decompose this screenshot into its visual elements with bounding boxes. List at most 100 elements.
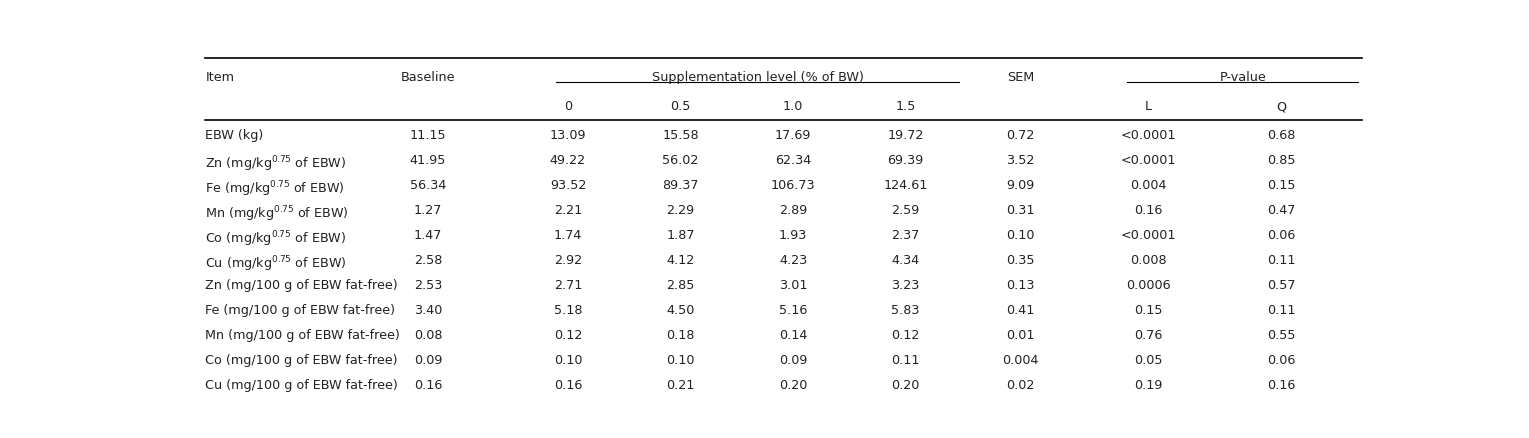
Text: 0.20: 0.20: [891, 379, 920, 392]
Text: 0.06: 0.06: [1268, 354, 1295, 367]
Text: 0.11: 0.11: [1268, 254, 1295, 267]
Text: 5.16: 5.16: [778, 304, 807, 317]
Text: SEM: SEM: [1008, 71, 1034, 84]
Text: 0: 0: [564, 100, 572, 113]
Text: 0.31: 0.31: [1006, 204, 1035, 217]
Text: 93.52: 93.52: [550, 180, 586, 192]
Text: 1.74: 1.74: [553, 229, 583, 242]
Text: 13.09: 13.09: [550, 130, 586, 142]
Text: 4.34: 4.34: [891, 254, 920, 267]
Text: 0.68: 0.68: [1268, 130, 1295, 142]
Text: 49.22: 49.22: [550, 155, 586, 167]
Text: 62.34: 62.34: [775, 155, 812, 167]
Text: 15.58: 15.58: [662, 130, 699, 142]
Text: 3.01: 3.01: [778, 279, 807, 292]
Text: 56.34: 56.34: [410, 180, 446, 192]
Text: 1.47: 1.47: [414, 229, 442, 242]
Text: 0.12: 0.12: [891, 329, 920, 342]
Text: 2.29: 2.29: [667, 204, 694, 217]
Text: 0.35: 0.35: [1006, 254, 1035, 267]
Text: 3.40: 3.40: [414, 304, 442, 317]
Text: 0.14: 0.14: [778, 329, 807, 342]
Text: 0.16: 0.16: [1135, 204, 1162, 217]
Text: 2.37: 2.37: [891, 229, 920, 242]
Text: 0.13: 0.13: [1006, 279, 1035, 292]
Text: Item: Item: [205, 71, 234, 84]
Text: 0.10: 0.10: [1006, 229, 1035, 242]
Text: 4.12: 4.12: [667, 254, 694, 267]
Text: 4.23: 4.23: [778, 254, 807, 267]
Text: Baseline: Baseline: [401, 71, 456, 84]
Text: 0.004: 0.004: [1130, 180, 1167, 192]
Text: 0.16: 0.16: [553, 379, 583, 392]
Text: 69.39: 69.39: [887, 155, 924, 167]
Text: 0.5: 0.5: [670, 100, 691, 113]
Text: 2.92: 2.92: [553, 254, 583, 267]
Text: 0.21: 0.21: [667, 379, 694, 392]
Text: 0.11: 0.11: [1268, 304, 1295, 317]
Text: 0.10: 0.10: [553, 354, 583, 367]
Text: 19.72: 19.72: [887, 130, 924, 142]
Text: 0.18: 0.18: [667, 329, 694, 342]
Text: 0.008: 0.008: [1130, 254, 1167, 267]
Text: 0.41: 0.41: [1006, 304, 1035, 317]
Text: Mn (mg/100 g of EBW fat-free): Mn (mg/100 g of EBW fat-free): [205, 329, 401, 342]
Text: 0.76: 0.76: [1135, 329, 1162, 342]
Text: Cu (mg/100 g of EBW fat-free): Cu (mg/100 g of EBW fat-free): [205, 379, 398, 392]
Text: Zn (mg/kg$^{0.75}$ of EBW): Zn (mg/kg$^{0.75}$ of EBW): [205, 155, 347, 174]
Text: 3.23: 3.23: [891, 279, 920, 292]
Text: 56.02: 56.02: [662, 155, 699, 167]
Text: 0.10: 0.10: [667, 354, 694, 367]
Text: 0.72: 0.72: [1006, 130, 1035, 142]
Text: 0.08: 0.08: [414, 329, 442, 342]
Text: 9.09: 9.09: [1006, 180, 1035, 192]
Text: 0.57: 0.57: [1268, 279, 1295, 292]
Text: 1.93: 1.93: [778, 229, 807, 242]
Text: Mn (mg/kg$^{0.75}$ of EBW): Mn (mg/kg$^{0.75}$ of EBW): [205, 204, 349, 224]
Text: 0.004: 0.004: [1003, 354, 1038, 367]
Text: 0.19: 0.19: [1135, 379, 1162, 392]
Text: 2.58: 2.58: [414, 254, 442, 267]
Text: <0.0001: <0.0001: [1121, 155, 1176, 167]
Text: 2.59: 2.59: [891, 204, 920, 217]
Text: 5.83: 5.83: [891, 304, 920, 317]
Text: 2.21: 2.21: [553, 204, 583, 217]
Text: 3.52: 3.52: [1006, 155, 1035, 167]
Text: L: L: [1145, 100, 1151, 113]
Text: 0.11: 0.11: [891, 354, 920, 367]
Text: 2.71: 2.71: [553, 279, 583, 292]
Text: 41.95: 41.95: [410, 155, 446, 167]
Text: 0.02: 0.02: [1006, 379, 1035, 392]
Text: Co (mg/100 g of EBW fat-free): Co (mg/100 g of EBW fat-free): [205, 354, 398, 367]
Text: 106.73: 106.73: [771, 180, 815, 192]
Text: Cu (mg/kg$^{0.75}$ of EBW): Cu (mg/kg$^{0.75}$ of EBW): [205, 254, 347, 274]
Text: 0.15: 0.15: [1268, 180, 1295, 192]
Text: P-value: P-value: [1220, 71, 1266, 84]
Text: <0.0001: <0.0001: [1121, 229, 1176, 242]
Text: Supplementation level (% of BW): Supplementation level (% of BW): [651, 71, 864, 84]
Text: 0.12: 0.12: [553, 329, 583, 342]
Text: 1.5: 1.5: [896, 100, 916, 113]
Text: <0.0001: <0.0001: [1121, 130, 1176, 142]
Text: Q: Q: [1277, 100, 1286, 113]
Text: 2.85: 2.85: [667, 279, 694, 292]
Text: 0.01: 0.01: [1006, 329, 1035, 342]
Text: 17.69: 17.69: [775, 130, 812, 142]
Text: 2.53: 2.53: [414, 279, 442, 292]
Text: Zn (mg/100 g of EBW fat-free): Zn (mg/100 g of EBW fat-free): [205, 279, 398, 292]
Text: 1.87: 1.87: [667, 229, 694, 242]
Text: Fe (mg/kg$^{0.75}$ of EBW): Fe (mg/kg$^{0.75}$ of EBW): [205, 180, 346, 199]
Text: Co (mg/kg$^{0.75}$ of EBW): Co (mg/kg$^{0.75}$ of EBW): [205, 229, 347, 249]
Text: 11.15: 11.15: [410, 130, 446, 142]
Text: 0.47: 0.47: [1268, 204, 1295, 217]
Text: Fe (mg/100 g of EBW fat-free): Fe (mg/100 g of EBW fat-free): [205, 304, 396, 317]
Text: 0.05: 0.05: [1135, 354, 1164, 367]
Text: 0.09: 0.09: [778, 354, 807, 367]
Text: 1.0: 1.0: [783, 100, 803, 113]
Text: 0.09: 0.09: [414, 354, 442, 367]
Text: 0.16: 0.16: [1268, 379, 1295, 392]
Text: 0.15: 0.15: [1135, 304, 1164, 317]
Text: 4.50: 4.50: [667, 304, 694, 317]
Text: 0.06: 0.06: [1268, 229, 1295, 242]
Text: EBW (kg): EBW (kg): [205, 130, 263, 142]
